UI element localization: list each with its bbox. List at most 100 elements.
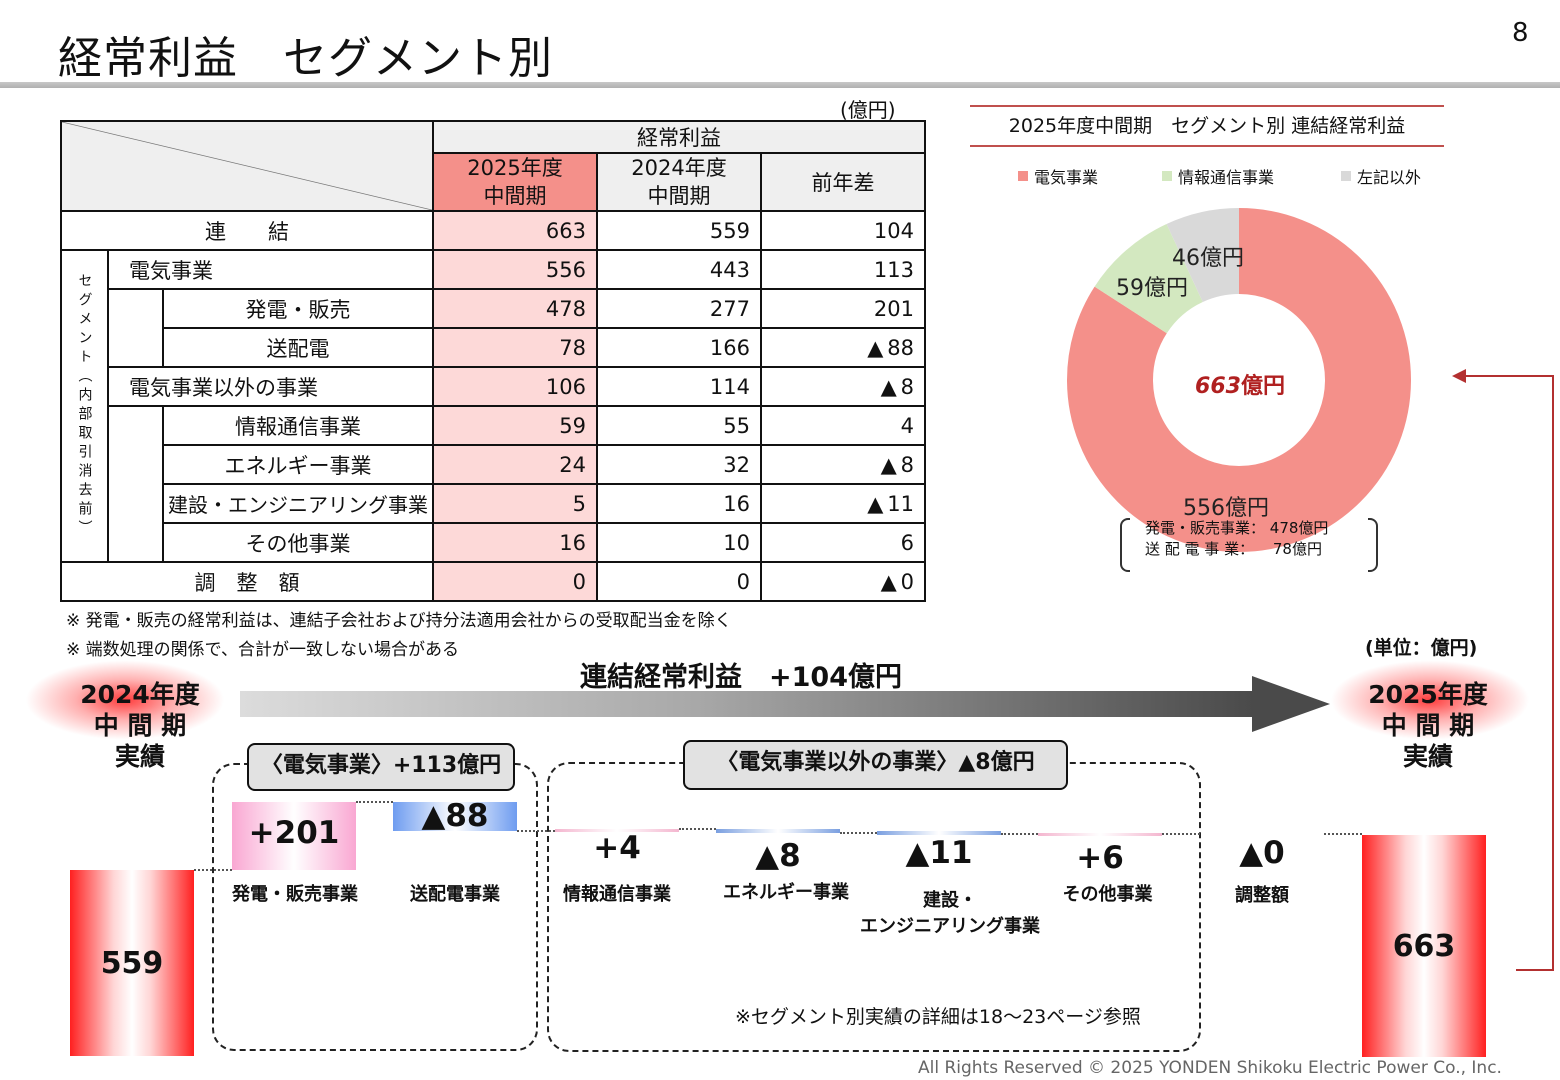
row-label: 電気事業 bbox=[106, 249, 435, 290]
cell-2025: 5 bbox=[432, 483, 599, 524]
electric-breakdown: 発電・販売事業： 478億円 送 配 電 事 業： 78億円 bbox=[1120, 518, 1378, 572]
connector-line-top bbox=[1466, 375, 1516, 377]
name-adjustment: 調整額 bbox=[1235, 885, 1289, 906]
start-period-label: 2024年度中 間 期実績 bbox=[80, 680, 200, 771]
table-row: 建設・エンジニアリング事業 5 16 ▲ 11 bbox=[61, 483, 927, 524]
cell-diff: 201 bbox=[760, 288, 927, 329]
cell-2024: 443 bbox=[596, 249, 763, 290]
bar-energy bbox=[716, 829, 840, 833]
cell-2024: 0 bbox=[596, 561, 763, 602]
cell-2025: 78 bbox=[432, 327, 599, 368]
group-electric-title: 〈電気事業〉+113億円 bbox=[247, 743, 515, 791]
table-note-2: ※ 端数処理の関係で、合計が一致しない場合がある bbox=[66, 640, 459, 660]
value-construction: ▲11 bbox=[905, 835, 973, 871]
bar-ict bbox=[555, 829, 679, 832]
table-row: 連 結 663 559 104 bbox=[59, 210, 927, 251]
value-transmission: ▲88 bbox=[421, 798, 489, 834]
header-divider bbox=[0, 82, 1560, 88]
value-other-business: +6 bbox=[1076, 840, 1124, 876]
donut-chart bbox=[1067, 208, 1411, 552]
arrow-right-icon bbox=[1252, 676, 1330, 732]
col-header-2025: 2025年度 中間期 bbox=[432, 152, 599, 212]
cell-diff: 4 bbox=[760, 405, 927, 446]
value-generation-sales: +201 bbox=[248, 815, 340, 851]
cell-diff: 6 bbox=[760, 522, 927, 563]
indent-cell bbox=[107, 406, 164, 563]
cell-2024: 166 bbox=[596, 327, 763, 368]
table-corner-diagonal bbox=[59, 120, 435, 212]
cell-2024: 114 bbox=[596, 366, 763, 407]
cell-2024: 277 bbox=[596, 288, 763, 329]
table-row: 送配電 78 166 ▲ 88 bbox=[61, 327, 927, 368]
bar-construction bbox=[877, 831, 1001, 835]
table-row: セグメント（内部取引消去前） 電気事業 556 443 113 bbox=[60, 249, 927, 563]
cell-diff: ▲ 8 bbox=[760, 444, 927, 485]
group-other-title: 〈電気事業以外の事業〉▲8億円 bbox=[683, 740, 1068, 790]
table-row: 調 整 額 0 0 ▲ 0 bbox=[59, 561, 927, 602]
waterfall-unit: (単位：億円) bbox=[1365, 637, 1478, 659]
cell-2025: 478 bbox=[432, 288, 599, 329]
label-info: 59億円 bbox=[1116, 276, 1188, 301]
row-label: 調 整 額 bbox=[59, 561, 435, 602]
cell-2025: 24 bbox=[432, 444, 599, 485]
name-generation-sales: 発電・販売事業 bbox=[232, 884, 358, 905]
connector-arrowhead-icon bbox=[1452, 369, 1466, 383]
cell-2024: 32 bbox=[596, 444, 763, 485]
legend-swatch bbox=[1341, 171, 1351, 181]
table-row: エネルギー事業 24 32 ▲ 8 bbox=[61, 444, 927, 485]
cell-diff: ▲ 0 bbox=[760, 561, 927, 602]
col-header-2024: 2024年度 中間期 bbox=[596, 152, 763, 212]
row-label: 電気事業以外の事業 bbox=[106, 366, 435, 407]
segment-detail-note: ※セグメント別実績の詳細は18～23ページ参照 bbox=[735, 1006, 1141, 1028]
waterfall-headline: 連結経常利益 +104億円 bbox=[580, 662, 902, 693]
table-note-1: ※ 発電・販売の経常利益は、連結子会社および持分法適用会社からの受取配当金を除く bbox=[66, 611, 732, 631]
row-label: 送配電 bbox=[161, 327, 435, 368]
row-label: 建設・エンジニアリング事業 bbox=[161, 483, 435, 524]
table-row: 発電・販売 478 277 201 bbox=[61, 288, 927, 368]
cell-diff: ▲ 8 bbox=[760, 366, 927, 407]
value-ict: +4 bbox=[593, 830, 641, 866]
name-energy: エネルギー事業 bbox=[723, 882, 849, 903]
col-header-diff: 前年差 bbox=[760, 152, 927, 212]
name-other-business: その他事業 bbox=[1062, 884, 1153, 905]
value-energy: ▲8 bbox=[755, 838, 801, 874]
bar-generation-sales bbox=[232, 802, 356, 870]
end-total-bar: 663 bbox=[1362, 835, 1486, 1057]
label-other: 46億円 bbox=[1172, 246, 1244, 271]
bar-transmission bbox=[393, 802, 517, 831]
connector-line bbox=[1516, 375, 1554, 971]
value-adjustment: ▲0 bbox=[1239, 835, 1285, 871]
row-label: 連 結 bbox=[59, 210, 435, 251]
cell-diff: 113 bbox=[760, 249, 927, 290]
row-label: 情報通信事業 bbox=[161, 405, 435, 446]
start-total-bar: 559 bbox=[70, 870, 194, 1056]
segment-profit-table: 経常利益 2025年度 中間期 2024年度 中間期 前年差 連 結 663 559… bbox=[59, 120, 927, 602]
cell-diff: 104 bbox=[760, 210, 927, 251]
legend-swatch bbox=[1018, 171, 1028, 181]
slice-other bbox=[1067, 208, 1411, 552]
cell-2025: 0 bbox=[432, 561, 599, 602]
cell-diff: ▲ 88 bbox=[760, 327, 927, 368]
cell-2024: 10 bbox=[596, 522, 763, 563]
legend-item-info: 情報通信事業 bbox=[1162, 164, 1274, 188]
end-period-label: 2025年度中 間 期実績 bbox=[1368, 680, 1488, 771]
bar-other-business bbox=[1038, 833, 1162, 836]
cell-2024: 16 bbox=[596, 483, 763, 524]
page-number: 8 bbox=[1512, 18, 1529, 48]
row-label: その他事業 bbox=[161, 522, 435, 563]
page-title: 経常利益 セグメント別 bbox=[58, 33, 553, 84]
donut-center-total: 663億円 bbox=[1195, 374, 1285, 399]
legend-item-electric: 電気事業 bbox=[1018, 164, 1098, 188]
table-row: 情報通信事業 59 55 4 bbox=[61, 405, 927, 563]
footer-copyright: All Rights Reserved © 2025 YONDEN Shikok… bbox=[918, 1058, 1502, 1078]
legend-swatch bbox=[1162, 171, 1172, 181]
cell-2025: 106 bbox=[432, 366, 599, 407]
name-ict: 情報通信事業 bbox=[563, 884, 671, 905]
name-transmission: 送配電事業 bbox=[410, 884, 500, 905]
row-label: 発電・販売 bbox=[161, 288, 435, 329]
cell-2025: 16 bbox=[432, 522, 599, 563]
cell-2025: 59 bbox=[432, 405, 599, 446]
label-electric: 556億円 bbox=[1183, 496, 1269, 521]
table-row: 電気事業以外の事業 106 114 ▲ 8 bbox=[61, 366, 927, 407]
cell-2024: 55 bbox=[596, 405, 763, 446]
